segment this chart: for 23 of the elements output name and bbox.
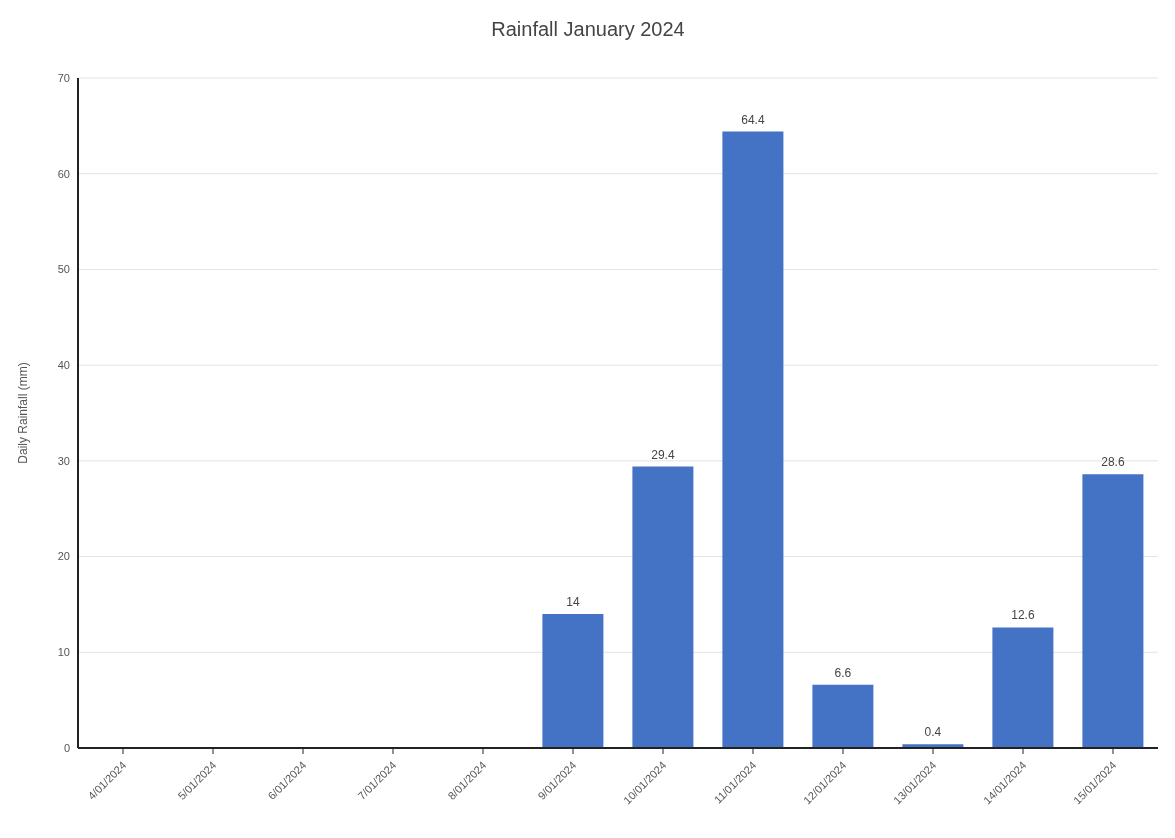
data-label: 0.4 [924,725,942,740]
bar [1082,474,1144,748]
y-tick-label: 30 [57,454,70,467]
data-label: 12.6 [1011,608,1035,623]
data-label: 64.4 [741,112,765,127]
bar [992,627,1054,748]
chart-title: Rainfall January 2024 [490,17,686,42]
bar [632,466,694,748]
data-label: 6.6 [834,665,852,680]
data-label: 29.4 [651,447,675,462]
bar [542,614,604,748]
y-tick-label: 0 [63,741,70,754]
bar [812,684,874,748]
y-tick-label: 60 [57,167,70,180]
bar [722,131,784,748]
y-tick-label: 40 [57,359,70,372]
data-label: 28.6 [1101,455,1125,470]
y-tick-label: 70 [57,71,70,84]
y-tick-label: 20 [57,550,70,563]
y-axis-title: Daily Rainfall (mm) [16,362,31,464]
y-tick-label: 50 [57,263,70,276]
data-label: 14 [566,595,580,609]
y-tick-label: 10 [57,646,70,659]
